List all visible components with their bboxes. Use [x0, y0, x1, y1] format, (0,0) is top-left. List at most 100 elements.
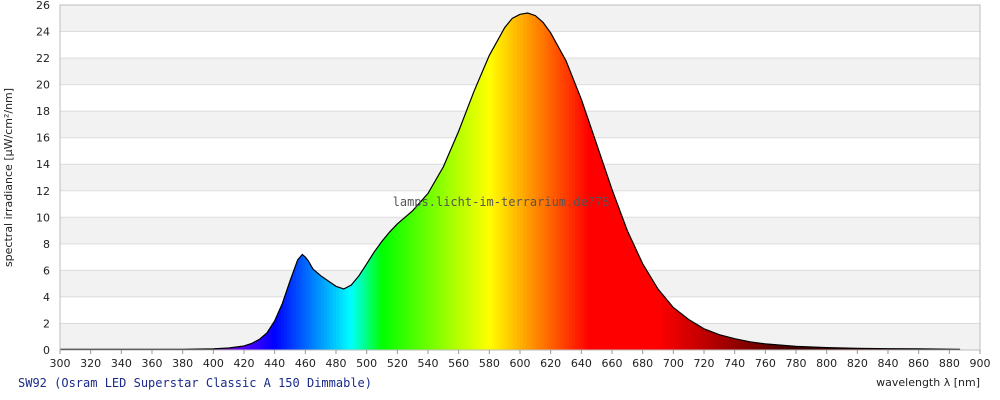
x-axis-label: wavelength λ [nm]	[876, 376, 980, 389]
y-tick-label: 2	[43, 317, 50, 330]
x-tick-label: 680	[632, 357, 653, 370]
spectrum-slice	[529, 13, 533, 350]
spectrum-curve	[60, 12, 961, 350]
y-tick-label: 14	[36, 158, 50, 171]
spectrum-slice	[602, 13, 607, 350]
spectrum-slice	[520, 13, 524, 350]
spectrum-slice	[501, 13, 506, 350]
x-tick-label: 880	[939, 357, 960, 370]
x-tick-label: 500	[356, 357, 377, 370]
y-tick-label: 18	[36, 105, 50, 118]
x-tick-label: 420	[234, 357, 255, 370]
spectrum-slice	[449, 13, 454, 350]
spectrum-slice	[575, 13, 579, 350]
spectrum-slice	[590, 13, 595, 350]
spectrum-slice	[569, 13, 573, 350]
x-tick-label: 380	[172, 357, 193, 370]
spectrum-slice	[467, 13, 472, 350]
y-tick-label: 22	[36, 52, 50, 65]
x-tick-label: 540	[418, 357, 439, 370]
spectrum-slice	[587, 13, 592, 350]
x-tick-label: 320	[80, 357, 101, 370]
spectrum-slice	[605, 13, 610, 350]
spectrum-slice	[489, 13, 493, 350]
y-tick-label: 4	[43, 291, 50, 304]
chart-caption: SW92 (Osram LED Superstar Classic A 150 …	[18, 376, 373, 390]
x-tick-label: 800	[816, 357, 837, 370]
spectrum-slice	[523, 13, 527, 350]
spectrum-slice	[495, 13, 500, 350]
spectrum-slice	[550, 13, 555, 350]
x-tick-label: 620	[540, 357, 561, 370]
x-tick-label: 600	[510, 357, 531, 370]
x-tick-label: 760	[755, 357, 776, 370]
x-tick-label: 840	[878, 357, 899, 370]
spectrum-slice	[434, 13, 438, 350]
x-tick-label: 520	[387, 357, 408, 370]
spectrum-slice	[538, 13, 543, 350]
x-tick-label: 400	[203, 357, 224, 370]
x-tick-label: 700	[663, 357, 684, 370]
x-tick-label: 640	[571, 357, 592, 370]
spectrum-slice	[483, 13, 487, 350]
spectrum-slice	[596, 13, 601, 350]
spectrum-slice	[593, 13, 598, 350]
x-tick-label: 360	[142, 357, 163, 370]
x-tick-label: 460	[295, 357, 316, 370]
spectrum-slice	[504, 13, 509, 350]
spectrum-slice	[516, 13, 521, 350]
spectrum-slice	[461, 13, 466, 350]
spectrum-slice	[437, 13, 441, 350]
x-tick-label: 660	[602, 357, 623, 370]
spectrum-slice	[486, 13, 490, 350]
spectrum-slice	[599, 13, 604, 350]
x-tick-label: 780	[786, 357, 807, 370]
spectrum-slice	[581, 13, 585, 350]
x-tick-label: 740	[724, 357, 745, 370]
y-tick-label: 8	[43, 238, 50, 251]
spectrum-slice	[507, 13, 512, 350]
x-tick-label: 580	[479, 357, 500, 370]
y-tick-label: 12	[36, 185, 50, 198]
x-tick-label: 560	[448, 357, 469, 370]
spectrum-slice	[474, 13, 478, 350]
spectrum-slice	[556, 13, 561, 350]
spectrum-slice	[446, 13, 451, 350]
spectrum-slice	[452, 13, 457, 350]
spectrum-slice	[470, 13, 475, 350]
spectrum-slice	[559, 13, 564, 350]
x-tick-label: 440	[264, 357, 285, 370]
y-tick-label: 26	[36, 0, 50, 12]
spectrum-slice	[572, 13, 576, 350]
spectrum-slice	[526, 13, 530, 350]
spectrum-slice	[510, 13, 515, 350]
y-tick-label: 0	[43, 344, 50, 357]
spectrum-slice	[464, 13, 469, 350]
spectrum-slice	[455, 13, 460, 350]
x-tick-label: 900	[970, 357, 991, 370]
watermark-text: lamps.licht-im-terrarium.de?78	[393, 195, 610, 209]
spectrum-slice	[440, 13, 444, 350]
x-tick-label: 720	[694, 357, 715, 370]
spectrum-slice	[480, 13, 484, 350]
spectrum-slice	[535, 13, 539, 350]
spectrum-slice	[566, 13, 570, 350]
spectrum-slice	[553, 13, 558, 350]
x-tick-label: 820	[847, 357, 868, 370]
spectrum-slice	[544, 13, 549, 350]
spectrum-slice	[498, 13, 503, 350]
x-tick-labels: 300 320 340 360 380 400 420 440 460 480 500 520 540 5…	[50, 350, 991, 370]
spectrum-slice	[578, 13, 582, 350]
spectrum-slice	[532, 13, 536, 350]
x-tick-label: 300	[50, 357, 71, 370]
x-tick-label: 340	[111, 357, 132, 370]
spectrum-slice	[541, 13, 546, 350]
x-tick-label: 860	[908, 357, 929, 370]
spectrum-slice	[458, 13, 463, 350]
x-tick-label: 480	[326, 357, 347, 370]
y-tick-label: 16	[36, 132, 50, 145]
spectrum-slice	[477, 13, 481, 350]
y-tick-label: 20	[36, 79, 50, 92]
